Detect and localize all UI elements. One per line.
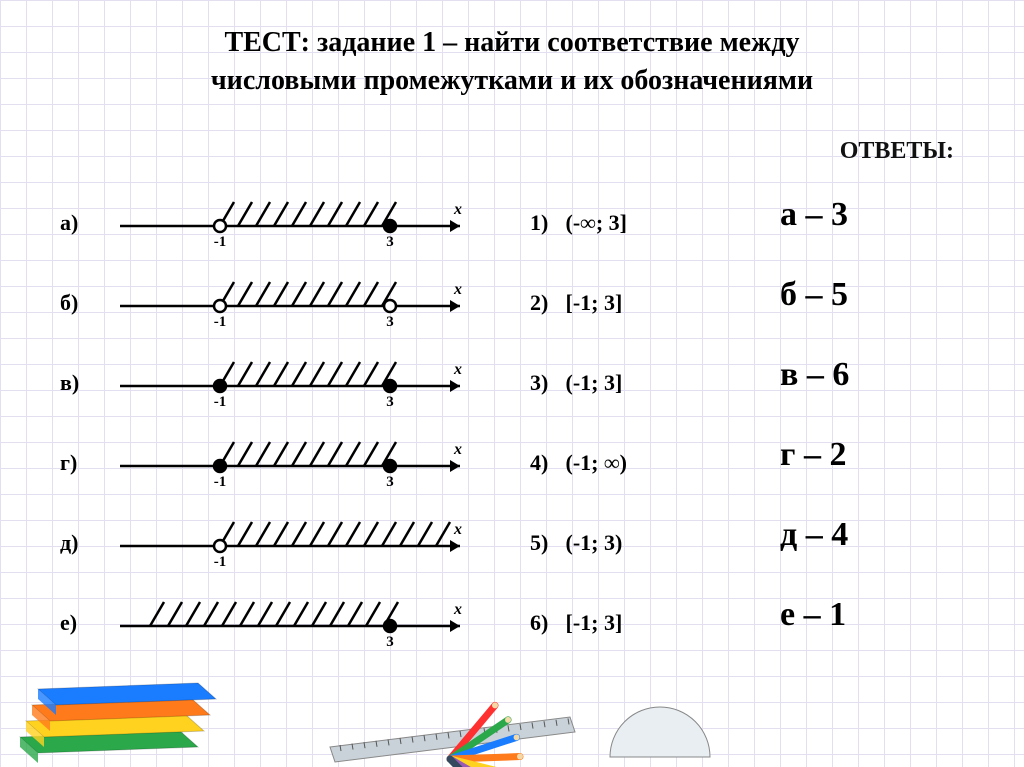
diagram-row: б) x -1 3 2) [-1; 3] б – 5: [60, 270, 994, 350]
svg-text:x: x: [453, 361, 462, 378]
number-line: x -1 3: [110, 430, 480, 490]
rows-container: а) x -1 3 1) (-∞; 3] а – 3 б) x -1 3 2) [-1; 3] б –…: [60, 190, 994, 670]
notation-number: 4): [530, 450, 560, 476]
number-line: x -1 3: [110, 190, 480, 250]
page-title: ТЕСТ: задание 1 – найти соответствие меж…: [0, 24, 1024, 100]
notation-number: 1): [530, 210, 560, 236]
answers-header: ОТВЕТЫ:: [840, 138, 954, 165]
interval-notation: 2) [-1; 3]: [530, 290, 622, 316]
title-line-2: числовыми промежутками и их обозначениям…: [211, 65, 813, 96]
notation-value: [-1; 3]: [560, 290, 622, 315]
svg-text:3: 3: [386, 474, 394, 490]
svg-text:3: 3: [386, 634, 394, 650]
interval-notation: 4) (-1; ∞): [530, 450, 627, 476]
svg-text:-1: -1: [214, 394, 227, 410]
svg-text:3: 3: [386, 314, 394, 330]
notation-number: 2): [530, 290, 560, 316]
svg-text:x: x: [453, 441, 462, 458]
svg-text:-1: -1: [214, 234, 227, 250]
svg-text:-1: -1: [214, 314, 227, 330]
notation-number: 3): [530, 370, 560, 396]
row-label: г): [60, 450, 77, 476]
diagram-row: д) x -1 5) (-1; 3) д – 4: [60, 510, 994, 590]
interval-notation: 1) (-∞; 3]: [530, 210, 627, 236]
svg-text:x: x: [453, 201, 462, 218]
svg-text:x: x: [453, 281, 462, 298]
tools-decoration: [270, 677, 770, 767]
notation-value: [-1; 3]: [560, 610, 622, 635]
answer-value: в – 6: [780, 356, 849, 394]
notation-value: (-1; ∞): [560, 450, 627, 475]
interval-notation: 5) (-1; 3): [530, 530, 622, 556]
svg-text:-1: -1: [214, 554, 227, 570]
diagram-row: в) x -1 3 3) (-1; 3] в – 6: [60, 350, 994, 430]
interval-notation: 6) [-1; 3]: [530, 610, 622, 636]
number-line: x -1 3: [110, 350, 480, 410]
answer-value: г – 2: [780, 436, 846, 474]
books-decoration: [0, 617, 260, 767]
number-line: x -1: [110, 510, 480, 570]
title-line-1: ТЕСТ: задание 1 – найти соответствие меж…: [224, 27, 799, 58]
answer-value: е – 1: [780, 596, 846, 634]
row-label: д): [60, 530, 78, 556]
svg-text:x: x: [453, 521, 462, 538]
svg-text:3: 3: [386, 234, 394, 250]
interval-notation: 3) (-1; 3]: [530, 370, 622, 396]
diagram-row: а) x -1 3 1) (-∞; 3] а – 3: [60, 190, 994, 270]
answer-value: д – 4: [780, 516, 848, 554]
row-label: в): [60, 370, 79, 396]
answer-value: а – 3: [780, 196, 848, 234]
row-label: а): [60, 210, 78, 236]
row-label: б): [60, 290, 78, 316]
notation-value: (-∞; 3]: [560, 210, 627, 235]
number-line: x -1 3: [110, 270, 480, 330]
svg-text:-1: -1: [214, 474, 227, 490]
notation-value: (-1; 3): [560, 530, 622, 555]
svg-text:3: 3: [386, 394, 394, 410]
notation-number: 6): [530, 610, 560, 636]
notation-number: 5): [530, 530, 560, 556]
diagram-row: г) x -1 3 4) (-1; ∞) г – 2: [60, 430, 994, 510]
notation-value: (-1; 3]: [560, 370, 622, 395]
svg-text:x: x: [453, 601, 462, 618]
answer-value: б – 5: [780, 276, 848, 314]
